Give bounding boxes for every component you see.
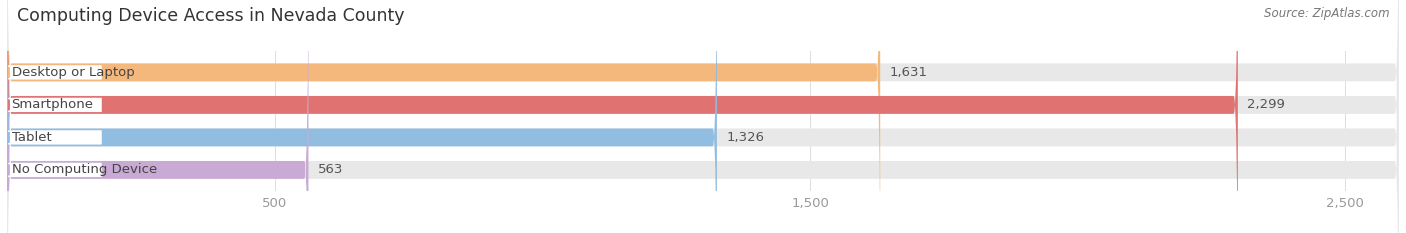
- FancyBboxPatch shape: [7, 0, 1399, 233]
- FancyBboxPatch shape: [7, 0, 880, 233]
- Text: Tablet: Tablet: [11, 131, 51, 144]
- Text: 1,631: 1,631: [890, 66, 928, 79]
- Text: 1,326: 1,326: [727, 131, 765, 144]
- FancyBboxPatch shape: [7, 0, 1237, 233]
- FancyBboxPatch shape: [8, 98, 101, 112]
- Text: Computing Device Access in Nevada County: Computing Device Access in Nevada County: [17, 7, 405, 25]
- Text: Desktop or Laptop: Desktop or Laptop: [11, 66, 135, 79]
- Text: Source: ZipAtlas.com: Source: ZipAtlas.com: [1264, 7, 1389, 20]
- FancyBboxPatch shape: [8, 130, 101, 144]
- FancyBboxPatch shape: [7, 0, 308, 233]
- FancyBboxPatch shape: [8, 163, 101, 177]
- FancyBboxPatch shape: [7, 0, 717, 233]
- Text: Smartphone: Smartphone: [11, 98, 94, 111]
- FancyBboxPatch shape: [7, 0, 1399, 233]
- Text: No Computing Device: No Computing Device: [11, 163, 157, 176]
- Text: 563: 563: [318, 163, 343, 176]
- FancyBboxPatch shape: [7, 0, 1399, 233]
- Text: 2,299: 2,299: [1247, 98, 1285, 111]
- FancyBboxPatch shape: [7, 0, 1399, 233]
- FancyBboxPatch shape: [8, 65, 101, 79]
